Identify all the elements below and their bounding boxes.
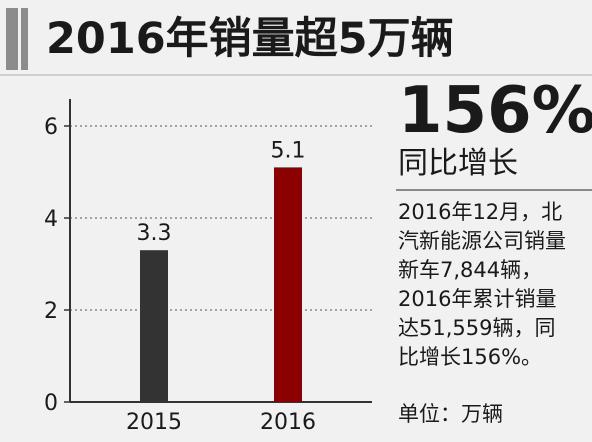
note-line: 汽新能源公司销量	[398, 229, 566, 253]
y-tick-label: 6	[44, 115, 58, 140]
note-line: 比增长156%。	[398, 345, 543, 369]
growth-label: 同比增长	[398, 146, 518, 181]
note-line: 2016年12月，北	[398, 200, 563, 224]
bar-chart: 0 2 4 6 3.3 2015 5.1 2016	[44, 99, 372, 435]
bar-2015	[140, 250, 168, 402]
note-line: 达51,559辆，同	[398, 316, 556, 340]
title-divider	[0, 74, 592, 76]
note-line: 2016年累计销量	[398, 287, 557, 311]
x-tick-label: 2016	[260, 410, 316, 435]
side-divider	[396, 189, 592, 191]
data-label: 5.1	[271, 138, 306, 163]
sales-note: 2016年12月，北 汽新能源公司销量 新车7,844辆， 2016年累计销量 …	[398, 198, 590, 372]
growth-percentage: 156%	[398, 74, 592, 148]
data-label: 3.3	[137, 221, 172, 246]
bar-2016	[274, 167, 302, 402]
page-title: 2016年销量超5万辆	[46, 14, 454, 64]
title-accent-bar	[6, 8, 28, 70]
unit-label: 单位：万辆	[398, 402, 503, 426]
y-tick-label: 2	[44, 299, 58, 324]
x-tick-label: 2015	[126, 410, 182, 435]
note-line: 新车7,844辆，	[398, 258, 543, 282]
y-tick-label: 4	[44, 207, 58, 232]
y-tick-label: 0	[44, 391, 58, 416]
